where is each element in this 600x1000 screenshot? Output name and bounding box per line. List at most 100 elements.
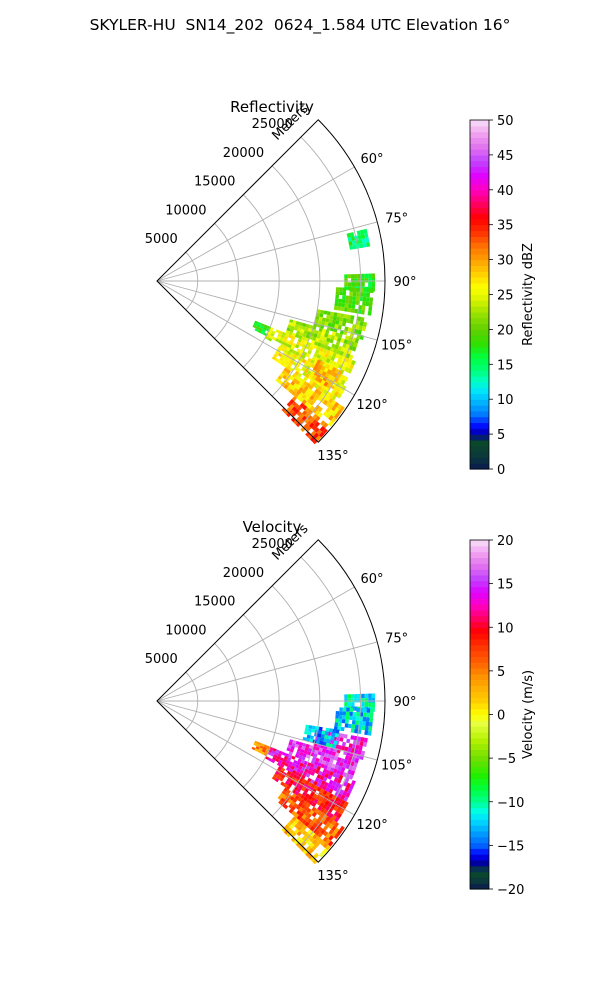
echo-cell: [324, 761, 330, 766]
echo-cell: [328, 359, 334, 365]
echo-cell: [277, 753, 282, 758]
colorbar-segment: [470, 702, 489, 710]
echo-cell: [267, 337, 273, 342]
echo-cell: [297, 377, 303, 382]
echo-cell: [361, 693, 365, 699]
echo-cell: [254, 748, 259, 752]
echo-cell: [279, 343, 285, 348]
colorbar-segment: [470, 662, 489, 669]
echo-cell: [291, 396, 297, 402]
echo-cell: [330, 736, 335, 741]
echo-cell: [258, 327, 263, 332]
echo-cell: [362, 301, 366, 306]
echo-cell: [300, 759, 306, 764]
colorbar-segment: [470, 160, 489, 168]
echo-cell: [356, 292, 360, 297]
echo-cell: [321, 772, 326, 777]
echo-cell: [356, 288, 360, 293]
echo-cell: [310, 430, 317, 437]
echo-cell: [343, 361, 348, 367]
echo-cell: [333, 821, 340, 828]
range-tick-label: 25000: [252, 537, 293, 552]
echo-cell: [295, 385, 301, 390]
echo-cell: [273, 773, 278, 778]
echo-cell: [349, 232, 355, 237]
echo-cell: [271, 356, 277, 361]
echo-cell: [286, 778, 292, 783]
echo-cell: [304, 747, 309, 752]
echo-cell: [306, 818, 313, 824]
panel-reflectivity: Reflectivity500010000150002000025000Mete…: [145, 98, 536, 478]
echo-cell: [301, 399, 307, 405]
echo-cell: [305, 798, 311, 804]
echo-cell: [310, 359, 315, 364]
echo-cell: [310, 796, 316, 802]
colorbar-segment: [470, 172, 489, 179]
echo-cell: [346, 707, 350, 712]
echo-cell: [263, 744, 268, 749]
colorbar-segment: [470, 451, 489, 458]
echo-cell: [365, 721, 370, 727]
echo-cell: [303, 750, 308, 755]
echo-cell: [356, 708, 360, 713]
echo-cell: [333, 786, 339, 792]
echo-cell: [340, 374, 346, 381]
echo-cell: [332, 768, 338, 774]
echo-cell: [291, 755, 296, 760]
echo-cell: [291, 390, 297, 396]
echo-cell: [285, 753, 290, 758]
echo-cell: [336, 349, 341, 355]
colorbar-segment: [470, 422, 489, 429]
echo-cell: [301, 786, 306, 792]
echo-cell: [278, 330, 283, 335]
echo-cell: [354, 338, 360, 344]
echo-cell: [329, 338, 334, 344]
echo-cell: [294, 744, 299, 748]
echo-cell: [303, 423, 309, 429]
echo-cell: [359, 321, 364, 327]
echo-cell: [255, 326, 260, 330]
echo-cell: [340, 306, 345, 312]
echo-cell: [340, 799, 346, 806]
echo-cell: [320, 309, 325, 314]
range-tick-label: 20000: [223, 146, 264, 161]
echo-cell: [289, 348, 294, 353]
echo-cell: [335, 760, 341, 766]
echo-cell: [296, 810, 302, 816]
echo-cell: [322, 776, 328, 782]
echo-cell: [320, 343, 325, 349]
echo-cell: [329, 347, 335, 353]
echo-cell: [309, 395, 315, 401]
colorbar-segment: [470, 131, 489, 139]
echo-cell: [331, 394, 337, 401]
echo-cell: [312, 336, 317, 342]
echo-cell: [344, 366, 350, 373]
echo-cell: [286, 386, 291, 392]
echo-cell: [328, 743, 334, 748]
echo-cell: [320, 752, 326, 757]
colorbar-segment: [470, 743, 489, 750]
echo-cell: [348, 354, 354, 360]
echo-cell: [370, 708, 374, 714]
echo-cell: [260, 323, 265, 327]
echo-cell: [334, 324, 339, 329]
echo-cell: [316, 736, 321, 741]
echo-cell: [315, 367, 321, 373]
echo-cell: [313, 780, 318, 786]
echo-cell: [355, 720, 360, 725]
echo-cell: [347, 702, 352, 707]
echo-cell: [302, 351, 308, 357]
echo-cell: [294, 753, 300, 758]
echo-cell: [301, 326, 306, 331]
echo-cell: [300, 794, 305, 800]
echo-cell: [322, 356, 328, 362]
echo-cell: [362, 741, 368, 747]
echo-cell: [322, 422, 329, 429]
echo-cell: [331, 381, 337, 387]
echo-cell: [298, 784, 303, 790]
colorbar-segment: [470, 859, 489, 867]
echo-cell: [325, 727, 330, 732]
echo-cell: [296, 750, 301, 755]
colorbar-segment: [470, 603, 489, 611]
echo-cell: [328, 750, 333, 756]
